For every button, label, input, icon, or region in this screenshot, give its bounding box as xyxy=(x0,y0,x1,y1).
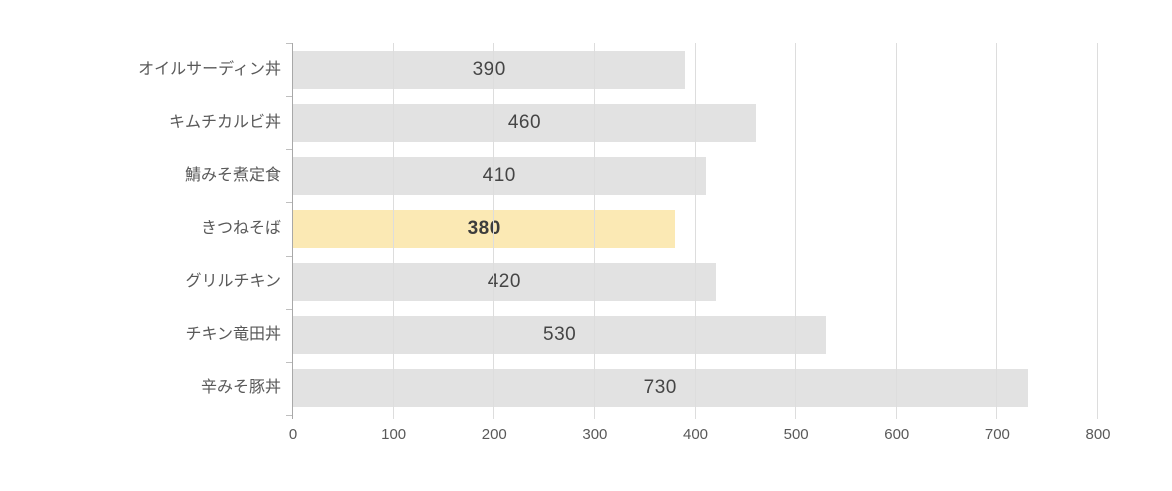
gridline xyxy=(493,43,495,419)
bar: 420 xyxy=(293,263,716,302)
bar-value-label: 530 xyxy=(543,324,577,346)
gridline xyxy=(996,43,998,419)
bar: 730 xyxy=(293,369,1028,408)
x-axis-tick-label: 600 xyxy=(884,426,910,443)
category-tick xyxy=(286,202,292,204)
x-axis-tick-label: 300 xyxy=(582,426,608,443)
plot-area: 390 460 410 380 420 530 730 xyxy=(286,43,1098,419)
x-axis-tick-label: 800 xyxy=(1085,426,1111,443)
bar: 460 xyxy=(293,103,756,142)
x-axis-tick-label: 200 xyxy=(481,426,507,443)
x-axis-tick-label: 400 xyxy=(682,426,709,443)
category-label: 鯖みそ煮定食 xyxy=(184,166,281,184)
bar-highlighted: 380 xyxy=(293,210,676,248)
bar-value-label: 380 xyxy=(467,218,501,239)
gridline xyxy=(392,43,394,419)
category-label: チキン竜田丼 xyxy=(185,326,281,344)
category-label: 辛みそ豚丼 xyxy=(200,379,281,397)
gridline xyxy=(694,43,696,419)
x-axis-tick-label: 700 xyxy=(984,426,1010,443)
y-axis-line xyxy=(292,43,293,419)
category-tick xyxy=(286,255,292,257)
category-tick xyxy=(286,361,292,363)
category-label: グリルチキン xyxy=(185,273,281,291)
bar-value-label: 460 xyxy=(507,111,542,133)
category-label: オイルサーディン丼 xyxy=(138,60,281,78)
gridline xyxy=(593,43,595,419)
category-tick xyxy=(286,43,292,44)
bar: 530 xyxy=(293,316,827,355)
bar-value-label: 390 xyxy=(472,58,506,80)
category-label: きつねそば xyxy=(200,220,281,237)
bar-value-label: 420 xyxy=(487,271,521,293)
category-tick xyxy=(286,96,292,98)
category-tick xyxy=(286,415,292,416)
bar: 410 xyxy=(293,156,706,195)
gridline xyxy=(1097,43,1098,419)
category-tick xyxy=(286,308,292,310)
category-tick xyxy=(286,149,292,151)
gridline xyxy=(895,43,897,419)
x-axis-tick-label: 500 xyxy=(783,426,809,443)
bar-value-label: 410 xyxy=(482,164,516,186)
gridline xyxy=(795,43,797,419)
x-axis-tick-label: 100 xyxy=(381,426,407,443)
bar: 390 xyxy=(293,50,686,89)
x-axis-tick-label: 0 xyxy=(288,426,298,443)
bar-value-label: 730 xyxy=(643,377,677,399)
category-label: キムチカルビ丼 xyxy=(168,113,281,131)
